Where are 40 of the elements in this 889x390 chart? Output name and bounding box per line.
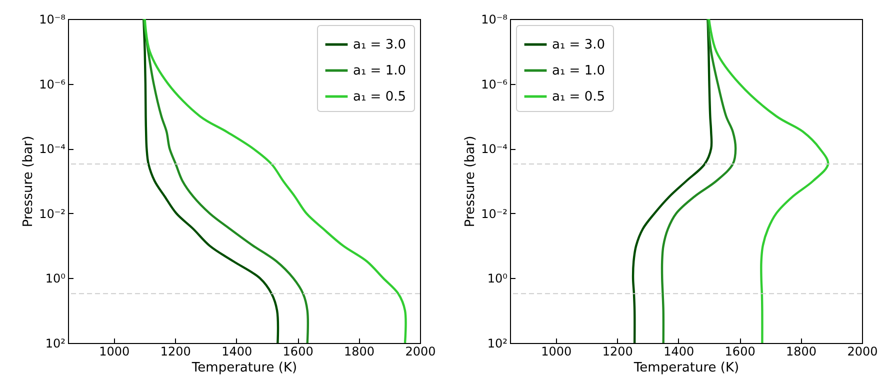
y-tick-label: 10⁻⁸ xyxy=(481,12,508,26)
x-tick-label: 1200 xyxy=(602,344,633,358)
legend-label: a₁ = 3.0 xyxy=(353,38,406,52)
y-tick-label: 10⁻² xyxy=(481,206,508,221)
y-tick-label: 10² xyxy=(487,336,508,350)
x-axis-title: Temperature (K) xyxy=(190,360,298,376)
line-series xyxy=(708,19,830,343)
legend-label: a₁ = 3.0 xyxy=(552,38,606,52)
legend-label: a₁ = 0.5 xyxy=(552,90,606,104)
x-tick-label: 1000 xyxy=(541,344,572,358)
x-tick-label: 1800 xyxy=(344,344,375,358)
line-series xyxy=(142,19,309,343)
y-tick-label: 10⁰ xyxy=(487,272,508,286)
y-tick-label: 10⁻⁴ xyxy=(481,142,508,156)
y-tick-label: 10⁻⁸ xyxy=(39,12,66,26)
legend-label: a₁ = 1.0 xyxy=(552,64,606,78)
y-axis-title: Pressure (bar) xyxy=(21,136,36,228)
y-axis-title: Pressure (bar) xyxy=(463,136,478,228)
x-tick-label: 1600 xyxy=(724,344,756,358)
line-series xyxy=(632,19,713,343)
x-axis-title: Temperature (K) xyxy=(632,360,740,376)
x-tick-label: 2000 xyxy=(405,344,436,358)
x-tick-label: 2000 xyxy=(847,344,878,358)
line-series xyxy=(142,19,280,343)
line-series xyxy=(144,19,407,343)
x-tick-label: 1000 xyxy=(99,344,130,358)
y-tick-label: 10⁻⁴ xyxy=(39,142,66,156)
legend-label: a₁ = 0.5 xyxy=(353,90,406,104)
x-tick-label: 1400 xyxy=(222,344,252,358)
y-tick-label: 10⁻⁶ xyxy=(481,77,508,92)
y-tick-label: 10⁰ xyxy=(45,272,66,286)
x-tick-label: 1200 xyxy=(160,344,191,358)
x-tick-label: 1600 xyxy=(282,344,314,358)
legend-label: a₁ = 1.0 xyxy=(353,64,406,78)
y-tick-label: 10⁻⁶ xyxy=(39,77,66,92)
x-tick-label: 1400 xyxy=(664,344,694,358)
line-series xyxy=(660,19,737,343)
y-tick-label: 10⁻² xyxy=(39,206,66,221)
y-tick-label: 10² xyxy=(45,336,66,350)
x-tick-label: 1800 xyxy=(786,344,817,358)
